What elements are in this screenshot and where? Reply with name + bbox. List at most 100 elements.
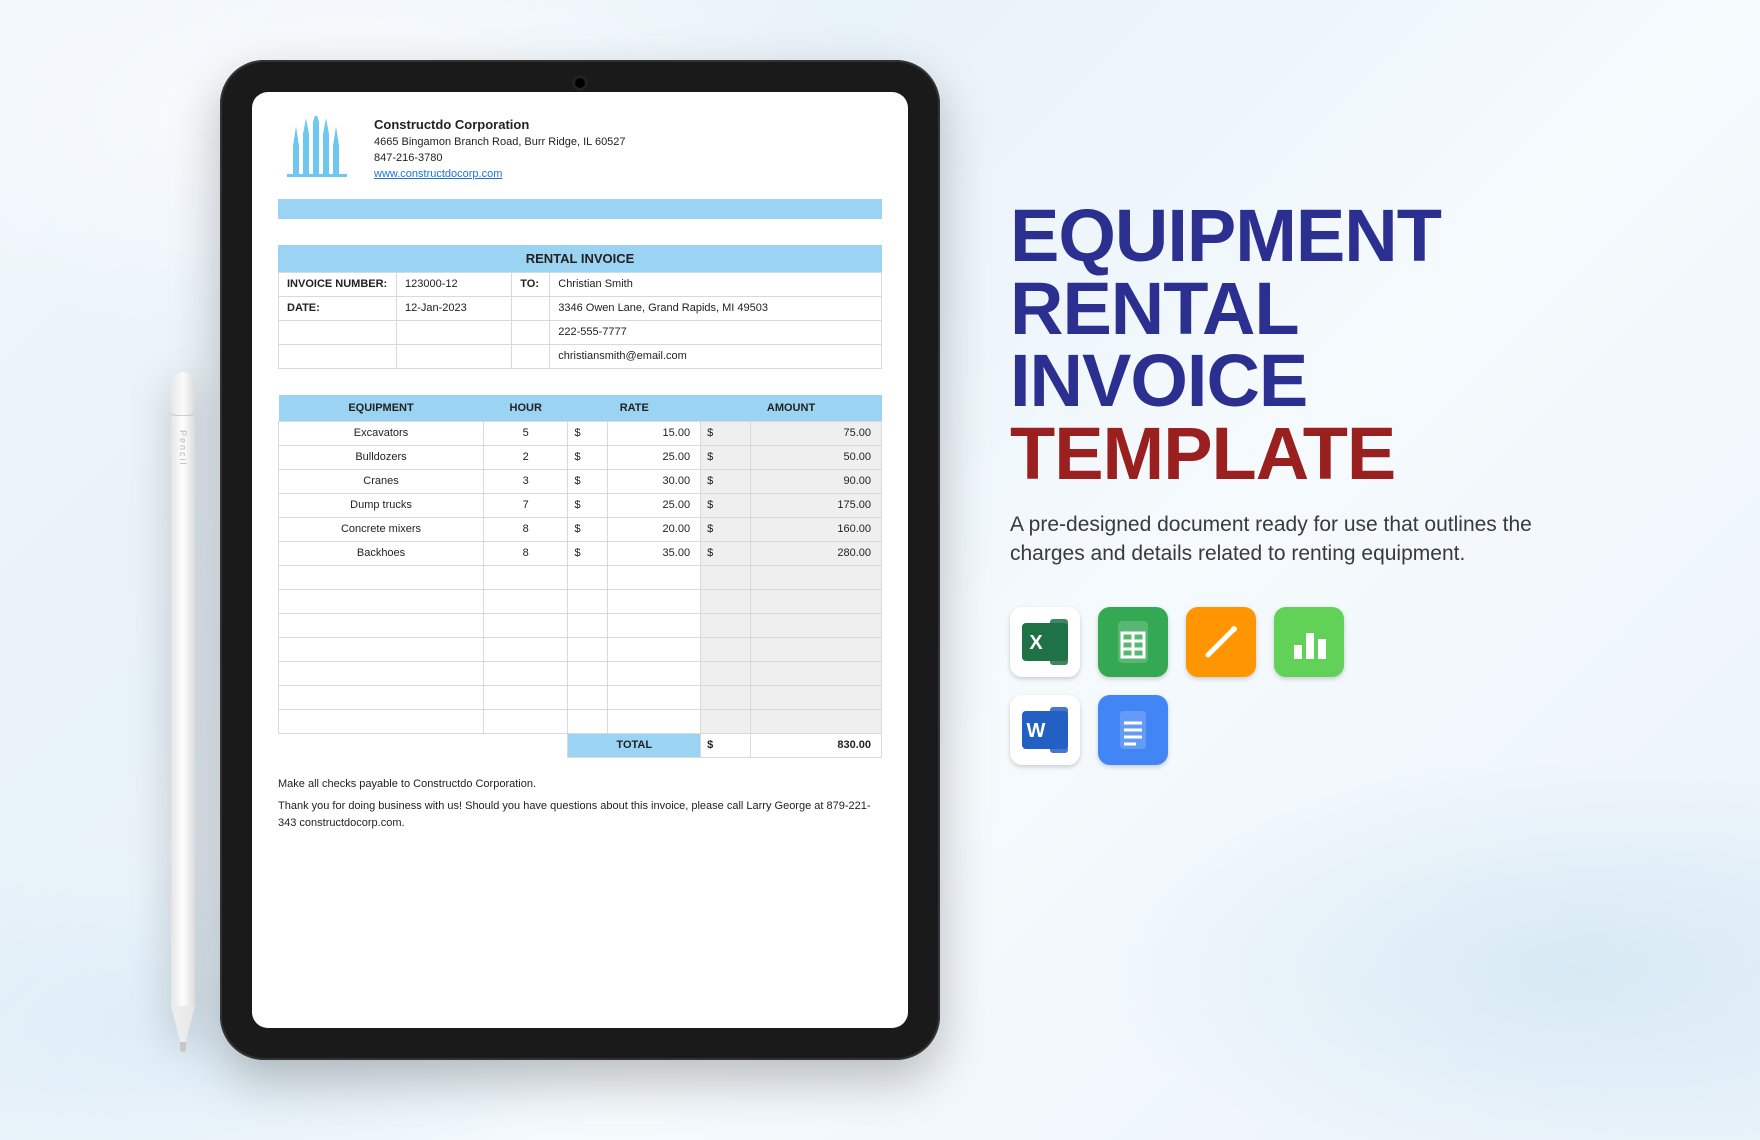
tablet-screen: Constructdo Corporation 4665 Bingamon Br…: [252, 92, 908, 1028]
total-currency: $: [701, 733, 751, 757]
table-row: Concrete mixers8$20.00$160.00: [279, 517, 882, 541]
tablet-camera: [575, 78, 585, 88]
blank-cell: [279, 320, 397, 344]
promo-title: EQUIPMENT RENTAL INVOICE TEMPLATE: [1010, 200, 1650, 490]
table-row: Dump trucks7$25.00$175.00: [279, 493, 882, 517]
table-header-row: EQUIPMENT HOUR RATE AMOUNT: [279, 395, 882, 422]
svg-text:W: W: [1027, 720, 1046, 742]
th-hour: HOUR: [484, 395, 568, 422]
cell-amount-currency: $: [701, 493, 751, 517]
numbers-icon[interactable]: [1274, 607, 1344, 677]
cell-amount: 90.00: [750, 469, 881, 493]
letterhead: Constructdo Corporation 4665 Bingamon Br…: [278, 116, 882, 183]
company-phone: 847-216-3780: [374, 151, 626, 167]
tablet-frame: Constructdo Corporation 4665 Bingamon Br…: [220, 60, 940, 1060]
cell-equipment: Excavators: [279, 421, 484, 445]
cell-rate-currency: $: [568, 421, 608, 445]
cell-rate: 35.00: [608, 541, 701, 565]
pencil-cap: [171, 372, 195, 416]
cell-rate-currency: $: [568, 469, 608, 493]
th-rate: RATE: [568, 395, 701, 422]
blank-cell: [512, 320, 550, 344]
docs-icon[interactable]: [1098, 695, 1168, 765]
svg-text:X: X: [1029, 632, 1043, 654]
footer-line-2: Thank you for doing business with us! Sh…: [278, 798, 882, 831]
cell-equipment: Dump trucks: [279, 493, 484, 517]
promo-block: EQUIPMENT RENTAL INVOICE TEMPLATE A pre-…: [1010, 200, 1650, 765]
value-billto-email: christiansmith@email.com: [550, 344, 882, 368]
cell-hour: 8: [484, 517, 568, 541]
cell-amount-currency: $: [701, 445, 751, 469]
company-logo-icon: [278, 116, 360, 180]
value-billto-name: Christian Smith: [550, 272, 882, 296]
cell-equipment: Bulldozers: [279, 445, 484, 469]
cell-rate-currency: $: [568, 541, 608, 565]
excel-icon[interactable]: X: [1010, 607, 1080, 677]
cell-rate-currency: $: [568, 517, 608, 541]
cell-equipment: Concrete mixers: [279, 517, 484, 541]
cell-amount-currency: $: [701, 517, 751, 541]
cell-hour: 7: [484, 493, 568, 517]
blank-cell: [279, 344, 397, 368]
promo-description: A pre-designed document ready for use th…: [1010, 510, 1610, 569]
cell-hour: 3: [484, 469, 568, 493]
word-icon[interactable]: W: [1010, 695, 1080, 765]
app-icons-row: XW: [1010, 607, 1390, 765]
cell-rate: 20.00: [608, 517, 701, 541]
company-website-link[interactable]: www.constructdocorp.com: [374, 168, 502, 180]
cell-rate-currency: $: [568, 493, 608, 517]
table-row: Bulldozers2$25.00$50.00: [279, 445, 882, 469]
table-row-empty: [279, 685, 882, 709]
sheets-icon[interactable]: [1098, 607, 1168, 677]
promo-title-line4: TEMPLATE: [1010, 412, 1395, 495]
total-value: 830.00: [750, 733, 881, 757]
cell-rate-currency: $: [568, 445, 608, 469]
cell-hour: 8: [484, 541, 568, 565]
table-row: Cranes3$30.00$90.00: [279, 469, 882, 493]
footer-block: Make all checks payable to Constructdo C…: [278, 776, 882, 832]
cell-rate: 30.00: [608, 469, 701, 493]
value-billto-phone: 222-555-7777: [550, 320, 882, 344]
cell-rate: 25.00: [608, 493, 701, 517]
cell-amount: 160.00: [750, 517, 881, 541]
value-invoice-number: 123000-12: [397, 272, 512, 296]
cell-amount: 75.00: [750, 421, 881, 445]
cell-hour: 2: [484, 445, 568, 469]
blank-cell: [512, 344, 550, 368]
table-row-empty: [279, 637, 882, 661]
apple-pencil: Pencil: [170, 372, 196, 1052]
label-date: DATE:: [279, 296, 397, 320]
cell-hour: 5: [484, 421, 568, 445]
blank-cell: [397, 344, 512, 368]
cell-amount: 50.00: [750, 445, 881, 469]
cell-amount: 280.00: [750, 541, 881, 565]
company-name: Constructdo Corporation: [374, 116, 626, 135]
line-items-table: EQUIPMENT HOUR RATE AMOUNT Excavators5$1…: [278, 395, 882, 758]
company-address: 4665 Bingamon Branch Road, Burr Ridge, I…: [374, 135, 626, 151]
section-title: RENTAL INVOICE: [278, 245, 882, 272]
total-label: TOTAL: [568, 733, 701, 757]
cell-amount-currency: $: [701, 541, 751, 565]
th-equipment: EQUIPMENT: [279, 395, 484, 422]
table-row: Backhoes8$35.00$280.00: [279, 541, 882, 565]
table-row-empty: [279, 661, 882, 685]
cell-equipment: Backhoes: [279, 541, 484, 565]
footer-line-1: Make all checks payable to Constructdo C…: [278, 776, 882, 793]
blank-cell: [397, 320, 512, 344]
cell-equipment: Cranes: [279, 469, 484, 493]
decorative-bar: [278, 199, 882, 219]
pencil-body: Pencil: [171, 416, 195, 1006]
pencil-brand: Pencil: [178, 430, 188, 467]
th-amount: AMOUNT: [701, 395, 882, 422]
table-row: Excavators5$15.00$75.00: [279, 421, 882, 445]
pages-icon[interactable]: [1186, 607, 1256, 677]
cell-amount-currency: $: [701, 421, 751, 445]
value-billto-address: 3346 Owen Lane, Grand Rapids, MI 49503: [550, 296, 882, 320]
invoice-info-table: INVOICE NUMBER: 123000-12 TO: Christian …: [278, 272, 882, 369]
pencil-tip: [171, 1006, 195, 1052]
cell-rate: 25.00: [608, 445, 701, 469]
table-total-row: TOTAL$830.00: [279, 733, 882, 757]
promo-title-line1: EQUIPMENT: [1010, 194, 1441, 277]
cell-amount: 175.00: [750, 493, 881, 517]
blank-cell: [512, 296, 550, 320]
